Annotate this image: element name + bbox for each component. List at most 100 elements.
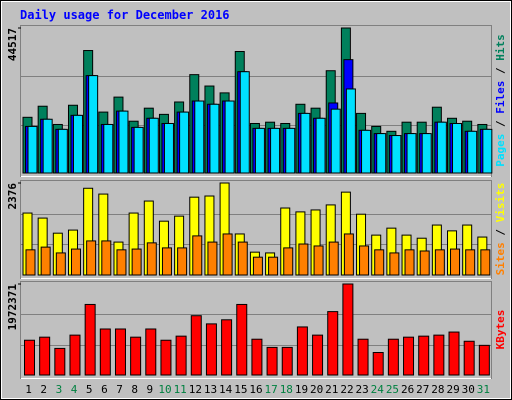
bar xyxy=(72,114,83,174)
x-tick-label: 23 xyxy=(356,383,369,396)
x-tick-label: 5 xyxy=(86,383,93,396)
x-tick-label: 10 xyxy=(158,383,171,396)
bar xyxy=(70,248,81,276)
bar xyxy=(251,338,263,376)
legend: Sites / Visits xyxy=(494,183,507,276)
x-tick-label: 28 xyxy=(431,383,444,396)
y-tick-label: 2376 xyxy=(6,183,19,210)
bar xyxy=(418,335,430,376)
x-tick-label: 30 xyxy=(462,383,475,396)
bar xyxy=(266,346,278,376)
bar xyxy=(194,100,205,174)
legend-entry: Visits xyxy=(494,183,507,223)
bar xyxy=(478,344,490,376)
bar xyxy=(55,252,66,276)
bar xyxy=(99,328,111,376)
bar xyxy=(327,311,339,376)
bar xyxy=(281,346,293,376)
bar xyxy=(313,245,324,276)
bar xyxy=(268,256,279,276)
bar xyxy=(467,130,478,174)
bar xyxy=(315,117,326,174)
bar xyxy=(372,352,384,376)
bar xyxy=(146,242,157,276)
y-tick-label: 1972371 xyxy=(6,284,19,331)
bar xyxy=(376,133,387,174)
x-tick-label: 4 xyxy=(71,383,78,396)
bar xyxy=(148,117,159,174)
x-tick-label: 9 xyxy=(147,383,154,396)
bar xyxy=(300,112,311,174)
x-tick-label: 2 xyxy=(40,383,47,396)
bar xyxy=(25,249,36,276)
bar xyxy=(57,128,68,174)
bar xyxy=(209,103,220,174)
x-tick-label: 25 xyxy=(386,383,399,396)
bar xyxy=(39,336,51,376)
bar xyxy=(207,241,218,276)
bar xyxy=(330,108,341,174)
bar xyxy=(419,250,430,276)
bar xyxy=(179,111,190,174)
bar xyxy=(452,122,463,174)
x-tick-label: 1 xyxy=(25,383,32,396)
bar xyxy=(328,241,339,276)
x-tick-label: 8 xyxy=(131,383,138,396)
x-tick-label: 17 xyxy=(265,383,278,396)
bar xyxy=(24,339,35,376)
bar xyxy=(177,247,188,276)
bar xyxy=(237,241,248,276)
bar xyxy=(463,340,475,376)
legend-entry: KBytes xyxy=(494,310,507,350)
bar xyxy=(114,328,126,376)
chart-title: Daily usage for December 2016 xyxy=(20,8,230,22)
bar xyxy=(387,338,399,376)
bar xyxy=(465,249,476,276)
bar xyxy=(192,235,203,276)
bar xyxy=(403,336,415,376)
bar xyxy=(69,334,81,376)
bar xyxy=(224,100,235,174)
bar xyxy=(285,127,296,174)
bar xyxy=(205,323,217,376)
bar xyxy=(421,133,432,174)
bar xyxy=(283,247,294,276)
bar xyxy=(270,127,281,174)
bar xyxy=(27,125,38,174)
bar xyxy=(236,303,248,376)
y-tick-label: 44517 xyxy=(6,28,19,61)
x-tick-label: 6 xyxy=(101,383,108,396)
legend-entry: Hits xyxy=(494,34,507,61)
bar xyxy=(342,283,354,376)
legend-separator: / xyxy=(494,61,507,81)
bar xyxy=(448,331,460,376)
x-tick-label: 13 xyxy=(204,383,217,396)
x-tick-label: 26 xyxy=(401,383,414,396)
bar xyxy=(345,88,356,174)
bar xyxy=(42,118,53,174)
bar xyxy=(239,71,250,174)
bar xyxy=(406,133,417,174)
x-tick-label: 15 xyxy=(234,383,247,396)
bar xyxy=(296,326,308,376)
bar xyxy=(343,233,354,276)
bar xyxy=(298,243,309,276)
bar xyxy=(160,339,172,376)
bar xyxy=(133,126,144,174)
bar xyxy=(175,335,187,376)
x-tick-label: 21 xyxy=(325,383,338,396)
x-tick-label: 22 xyxy=(340,383,353,396)
bar xyxy=(118,110,129,174)
bar xyxy=(101,240,112,276)
x-tick-label: 7 xyxy=(116,383,123,396)
x-tick-label: 16 xyxy=(249,383,262,396)
bar xyxy=(389,252,400,276)
bar xyxy=(161,247,172,276)
legend-separator: / xyxy=(494,114,507,134)
x-tick-label: 20 xyxy=(310,383,323,396)
bar xyxy=(86,240,97,276)
bar xyxy=(145,328,157,376)
bar xyxy=(404,249,415,276)
